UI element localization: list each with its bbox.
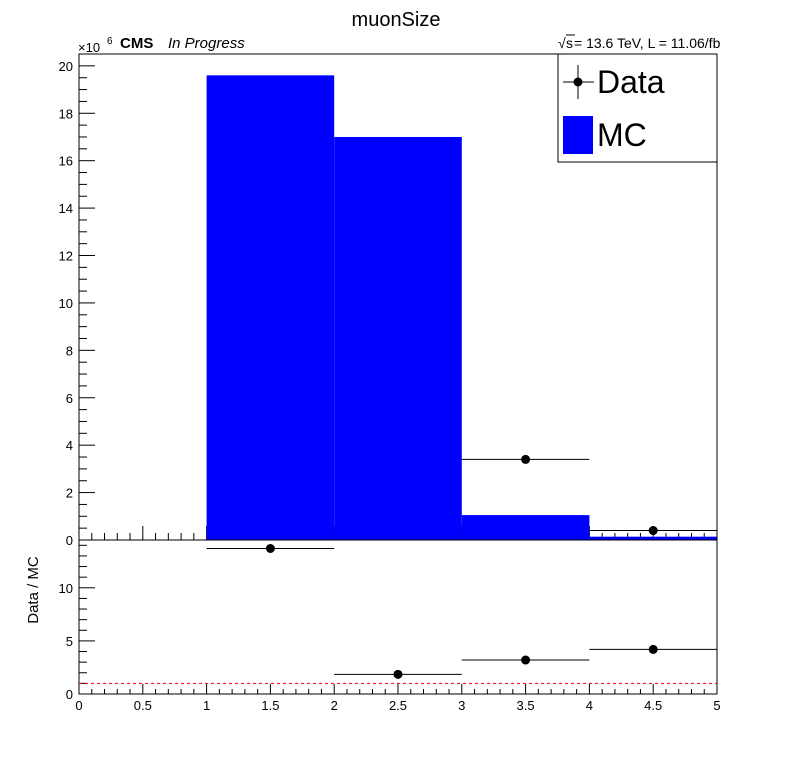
y-tick-label: 20 (59, 59, 73, 74)
sqrt-s: s (566, 35, 573, 51)
ratio-y-tick-label: 0 (66, 687, 73, 702)
ratio-y-tick-label: 10 (59, 581, 73, 596)
x-tick-label: 4 (586, 698, 593, 713)
lumi-text: = 13.6 TeV, L = 11.06/fb (574, 35, 721, 51)
x-tick-label: 4.5 (644, 698, 662, 713)
y-tick-label: 8 (66, 343, 73, 358)
ratio-point (648, 644, 658, 654)
ratio-y-tick-label: 5 (66, 634, 73, 649)
y-tick-label: 0 (66, 533, 73, 548)
ratio-point (521, 655, 531, 665)
mc-bar (461, 515, 590, 540)
y-tick-label: 6 (66, 391, 73, 406)
legend-mc-swatch (563, 116, 593, 154)
ratio-point (265, 543, 275, 553)
data-point (521, 454, 531, 464)
y-tick-label: 16 (59, 154, 73, 169)
x-tick-label: 1 (203, 698, 210, 713)
x-tick-label: 2 (331, 698, 338, 713)
x-tick-label: 3 (458, 698, 465, 713)
data-point (648, 526, 658, 536)
ratio-points (79, 543, 717, 684)
x-tick-label: 1.5 (261, 698, 279, 713)
x-tick-label: 0.5 (134, 698, 152, 713)
y-tick-label: 18 (59, 106, 73, 121)
ratio-point (393, 669, 403, 679)
legend-data-marker (573, 77, 583, 87)
x-tick-label: 0 (75, 698, 82, 713)
y-tick-label: 4 (66, 438, 73, 453)
y-scale-exponent: 6 (107, 36, 113, 47)
legend-data-label: Data (597, 64, 665, 100)
status-label: In Progress (168, 35, 245, 52)
y-tick-label: 10 (59, 296, 73, 311)
x-tick-label: 5 (713, 698, 720, 713)
lumi-label: √ s = 13.6 TeV, L = 11.06/fb (558, 34, 721, 51)
mc-histogram (206, 75, 717, 541)
sqrt-symbol: √ (558, 35, 566, 51)
mc-bar (206, 75, 335, 541)
ratio-y-axis-label: Data / MC (25, 556, 42, 624)
y-tick-label: 14 (59, 201, 73, 216)
y-scale-multiplier: ×10 (78, 40, 100, 55)
y-tick-label: 12 (59, 249, 73, 264)
x-tick-label: 2.5 (389, 698, 407, 713)
legend-mc-label: MC (597, 117, 647, 153)
chart-title: muonSize (352, 9, 441, 31)
mc-bar (589, 536, 717, 540)
bottom-axis-ticks: 0 0.5 1 1.5 2 2.5 3 3.5 4 4.5 5 0 5 10 (59, 544, 721, 713)
mc-bar (334, 136, 462, 540)
legend: Data MC (557, 53, 718, 163)
x-tick-label: 3.5 (517, 698, 535, 713)
cms-label: CMS (120, 35, 153, 52)
y-tick-label: 2 (66, 486, 73, 501)
data-points (461, 454, 717, 536)
